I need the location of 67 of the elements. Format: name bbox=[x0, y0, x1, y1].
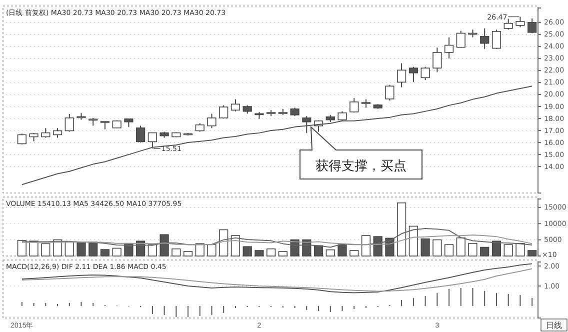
candlestick bbox=[456, 30, 466, 48]
line-series bbox=[21, 234, 533, 246]
bar bbox=[504, 244, 513, 256]
bar bbox=[528, 250, 537, 256]
candlestick bbox=[219, 104, 228, 120]
bar bbox=[41, 243, 50, 256]
bar bbox=[195, 243, 204, 256]
annotation: 获得支撑，买点 bbox=[316, 159, 406, 174]
bar bbox=[397, 202, 406, 256]
bar bbox=[160, 234, 169, 256]
bar bbox=[183, 251, 193, 256]
candlestick bbox=[492, 29, 502, 50]
bar bbox=[492, 240, 502, 256]
bar bbox=[408, 226, 418, 256]
bar bbox=[266, 248, 276, 256]
bar bbox=[76, 242, 86, 256]
bar bbox=[100, 249, 110, 256]
bar bbox=[230, 235, 240, 256]
bar bbox=[456, 237, 466, 256]
bar bbox=[242, 246, 252, 256]
bar bbox=[432, 239, 442, 256]
bar bbox=[361, 235, 371, 256]
candlestick bbox=[444, 36, 454, 59]
bar bbox=[278, 251, 288, 256]
bar bbox=[29, 240, 38, 256]
candlestick bbox=[516, 16, 525, 28]
candlestick bbox=[17, 133, 26, 145]
line-series bbox=[21, 86, 533, 186]
bar bbox=[64, 242, 74, 256]
candlestick bbox=[504, 18, 513, 30]
candlestick bbox=[528, 18, 537, 34]
bar bbox=[326, 249, 335, 256]
candlestick bbox=[397, 62, 406, 88]
bar bbox=[314, 245, 324, 256]
bar bbox=[148, 244, 157, 256]
bar bbox=[350, 250, 359, 256]
bar bbox=[444, 244, 454, 256]
candlestick bbox=[230, 98, 240, 112]
bar bbox=[172, 248, 181, 256]
bar bbox=[219, 229, 228, 256]
candlestick bbox=[52, 128, 62, 138]
bar bbox=[207, 244, 216, 256]
bar bbox=[516, 242, 525, 256]
candlestick bbox=[136, 125, 146, 144]
candlestick bbox=[420, 66, 430, 81]
bar bbox=[338, 244, 347, 256]
bar bbox=[17, 240, 26, 256]
candlestick bbox=[432, 47, 442, 73]
candlestick bbox=[302, 116, 312, 134]
bar bbox=[112, 248, 122, 256]
candlestick bbox=[338, 110, 347, 122]
candlestick bbox=[480, 28, 490, 50]
line-series bbox=[21, 268, 533, 292]
text: 日线 bbox=[546, 321, 562, 330]
bar bbox=[420, 238, 430, 256]
candlestick bbox=[64, 113, 74, 132]
bar bbox=[373, 236, 382, 256]
bar bbox=[88, 242, 98, 256]
candlestick bbox=[408, 66, 418, 83]
bar bbox=[52, 239, 62, 256]
bar bbox=[468, 242, 478, 256]
bar bbox=[254, 250, 264, 256]
candlestick bbox=[350, 98, 359, 114]
candlestick bbox=[385, 84, 394, 101]
candlestick bbox=[41, 128, 50, 138]
bar bbox=[480, 246, 490, 256]
candlestick bbox=[207, 113, 216, 129]
